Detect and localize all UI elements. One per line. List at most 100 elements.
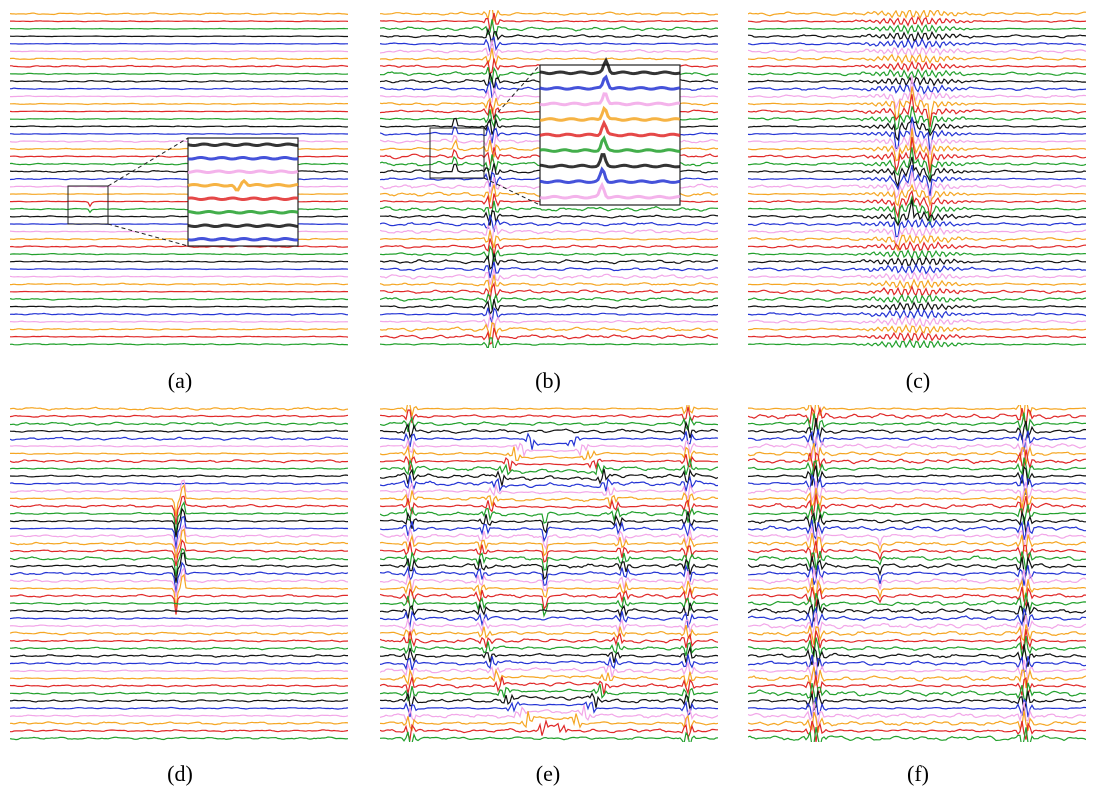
trace <box>748 690 1086 713</box>
trace <box>748 233 1086 252</box>
trace <box>10 459 348 464</box>
inset-trace <box>187 169 299 175</box>
trace <box>380 541 718 563</box>
trace <box>748 510 1086 535</box>
trace <box>748 199 1086 227</box>
trace <box>380 27 718 46</box>
trace <box>748 156 1086 189</box>
trace <box>748 629 1086 652</box>
inset-trace <box>187 142 299 148</box>
trace <box>10 561 348 594</box>
trace <box>380 624 718 643</box>
trace <box>10 20 348 23</box>
trace <box>10 467 348 470</box>
trace <box>10 721 348 726</box>
trace <box>10 12 348 16</box>
trace <box>380 420 718 439</box>
trace <box>380 306 718 324</box>
trace <box>380 292 718 310</box>
trace <box>748 226 1086 247</box>
inset-trace <box>539 105 681 122</box>
trace <box>10 312 348 316</box>
trace <box>748 644 1086 667</box>
trace <box>748 606 1086 628</box>
trace <box>10 87 348 91</box>
trace <box>380 223 718 241</box>
trace <box>10 677 348 680</box>
trace <box>380 261 718 279</box>
trace <box>380 571 718 592</box>
trace <box>380 711 718 732</box>
trace <box>748 503 1086 525</box>
inset-trace <box>539 135 681 153</box>
trace <box>380 268 718 285</box>
trace <box>380 209 718 226</box>
trace <box>380 406 718 424</box>
trace <box>10 538 348 567</box>
panel <box>748 10 1086 348</box>
zoom-box <box>429 127 485 179</box>
panel-label: (f) <box>907 761 929 786</box>
trace <box>10 27 348 30</box>
trace <box>10 260 348 263</box>
trace <box>10 714 348 718</box>
trace <box>380 638 718 657</box>
trace <box>748 30 1086 42</box>
trace <box>10 507 348 538</box>
zoom-box <box>67 185 109 225</box>
trace <box>748 46 1086 59</box>
trace <box>10 474 348 478</box>
trace <box>10 50 348 53</box>
insets <box>67 56 681 247</box>
panel <box>10 406 348 741</box>
trace <box>748 60 1086 73</box>
trace <box>748 293 1086 305</box>
inset-trace <box>539 166 681 185</box>
trace <box>10 117 348 121</box>
inset-trace <box>539 92 680 107</box>
trace <box>10 64 348 68</box>
trace <box>748 550 1086 572</box>
trace <box>748 666 1086 689</box>
trace <box>748 164 1086 196</box>
trace <box>10 342 348 346</box>
trace <box>748 487 1086 510</box>
trace <box>748 449 1086 472</box>
trace <box>10 282 348 286</box>
trace <box>748 23 1086 36</box>
trace <box>380 253 718 270</box>
trace <box>380 39 718 59</box>
inset-trace <box>539 153 681 169</box>
trace <box>10 335 348 338</box>
trace <box>748 701 1086 725</box>
inset-trace <box>187 223 299 228</box>
trace <box>10 305 348 308</box>
trace <box>748 123 1086 156</box>
trace <box>10 524 348 556</box>
zoom-link <box>483 177 541 206</box>
trace <box>10 110 348 113</box>
inset-trace <box>187 236 299 242</box>
trace <box>380 631 718 648</box>
trace <box>748 128 1086 173</box>
trace <box>10 547 348 577</box>
trace <box>748 137 1086 174</box>
trace <box>10 444 348 448</box>
trace <box>748 612 1086 636</box>
trace <box>748 412 1086 435</box>
trace <box>380 274 718 293</box>
panel-label: (c) <box>906 368 930 393</box>
trace <box>748 37 1086 50</box>
trace <box>748 217 1086 238</box>
trace <box>748 338 1086 348</box>
trace <box>10 479 348 493</box>
trace <box>10 661 348 665</box>
trace <box>748 331 1086 342</box>
trace <box>748 526 1086 548</box>
trace <box>380 298 718 316</box>
trace <box>10 436 348 441</box>
trace <box>10 551 348 583</box>
trace <box>748 654 1086 676</box>
panel-label: (e) <box>536 761 560 786</box>
